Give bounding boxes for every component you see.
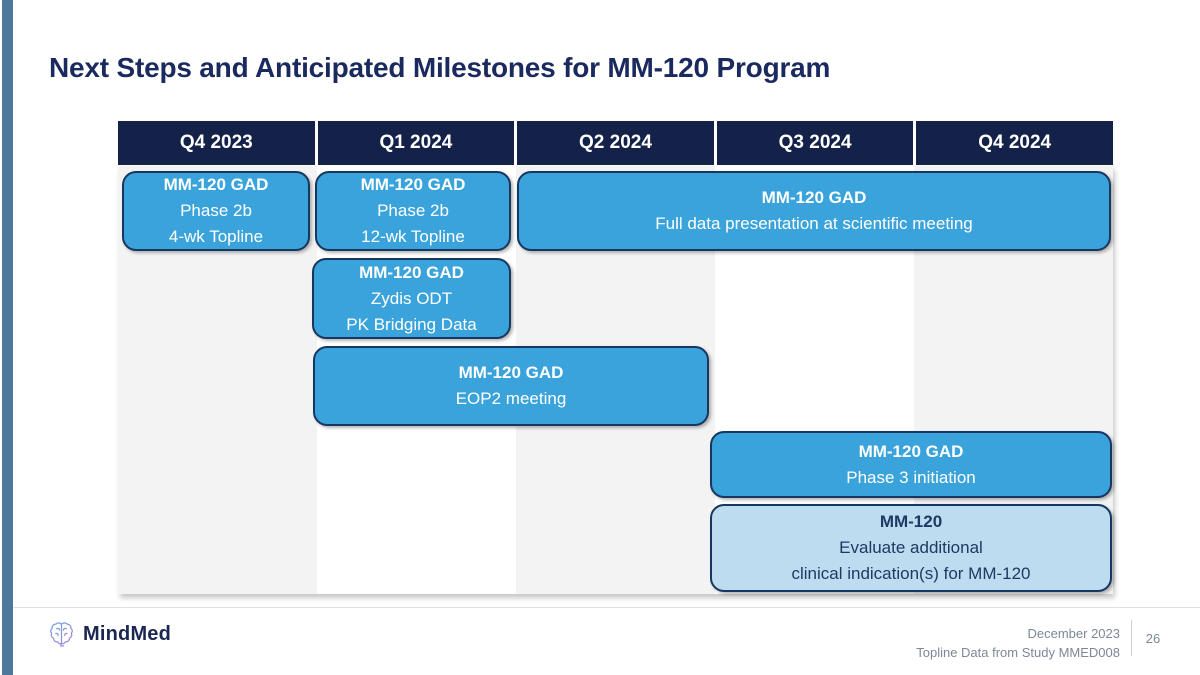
left-accent-bar <box>2 0 13 675</box>
milestone-title: MM-120 GAD <box>163 175 269 194</box>
milestone-title: MM-120 GAD <box>360 175 466 194</box>
mindmed-logo: MindMed <box>49 621 171 648</box>
milestone-full-data-presentation: MM-120 GAD Full data presentation at sci… <box>517 171 1111 251</box>
milestone-line: 4-wk Topline <box>168 227 264 246</box>
page-number: 26 <box>1145 631 1161 646</box>
milestone-line: Phase 2b <box>180 201 252 220</box>
milestone-title: MM-120 GAD <box>761 188 867 207</box>
milestone-line: Phase 3 initiation <box>846 467 976 487</box>
quarter-header-q4-2024: Q4 2024 <box>916 121 1113 165</box>
timeline-grid: MM-120 GAD Phase 2b 4-wk Topline MM-120 … <box>118 166 1113 594</box>
milestone-zydis-pk-bridging: MM-120 GAD Zydis ODT PK Bridging Data <box>312 258 511 339</box>
logo-wordmark: MindMed <box>83 623 172 645</box>
quarter-header-q4-2023: Q4 2023 <box>118 121 315 165</box>
milestone-title: MM-120 GAD <box>458 363 564 382</box>
milestone-title: MM-120 <box>879 512 943 531</box>
milestone-line: EOP2 meeting <box>455 389 567 408</box>
milestone-eop2-meeting: MM-120 GAD EOP2 meeting <box>313 346 709 426</box>
page-title: Next Steps and Anticipated Milestones fo… <box>49 51 831 83</box>
footer-date: December 2023 <box>1027 626 1121 641</box>
brain-logo-icon <box>49 621 74 648</box>
milestone-line: Zydis ODT <box>370 288 453 308</box>
milestone-timeline: Q4 2023 Q1 2024 Q2 2024 Q3 2024 Q4 2024 … <box>118 121 1113 594</box>
footer-meta: December 2023 Topline Data from Study MM… <box>916 624 1120 662</box>
quarter-header-q2-2024: Q2 2024 <box>517 121 714 165</box>
milestone-phase2b-12wk-topline: MM-120 GAD Phase 2b 12-wk Topline <box>315 171 511 251</box>
milestone-line: clinical indication(s) for MM-120 <box>791 564 1031 583</box>
milestone-additional-indications: MM-120 Evaluate additional clinical indi… <box>710 504 1112 592</box>
milestone-phase3-initiation: MM-120 GAD Phase 3 initiation <box>710 431 1112 498</box>
footer-source: Topline Data from Study MMED008 <box>916 645 1120 660</box>
quarter-header-q3-2024: Q3 2024 <box>716 121 914 165</box>
milestone-title: MM-120 GAD <box>359 262 464 282</box>
milestone-line: Phase 2b <box>377 201 449 220</box>
footer-divider <box>1131 620 1132 656</box>
milestone-title: MM-120 GAD <box>858 441 964 461</box>
quarter-header-row: Q4 2023 Q1 2024 Q2 2024 Q3 2024 Q4 2024 <box>118 121 1113 165</box>
milestone-line: 12-wk Topline <box>361 227 465 246</box>
quarter-header-q1-2024: Q1 2024 <box>317 121 515 165</box>
milestone-line: Evaluate additional <box>839 538 983 557</box>
milestone-phase2b-4wk-topline: MM-120 GAD Phase 2b 4-wk Topline <box>122 171 310 251</box>
milestone-line: Full data presentation at scientific mee… <box>655 214 973 233</box>
milestone-line: PK Bridging Data <box>346 314 477 334</box>
footer-separator <box>13 607 1200 608</box>
